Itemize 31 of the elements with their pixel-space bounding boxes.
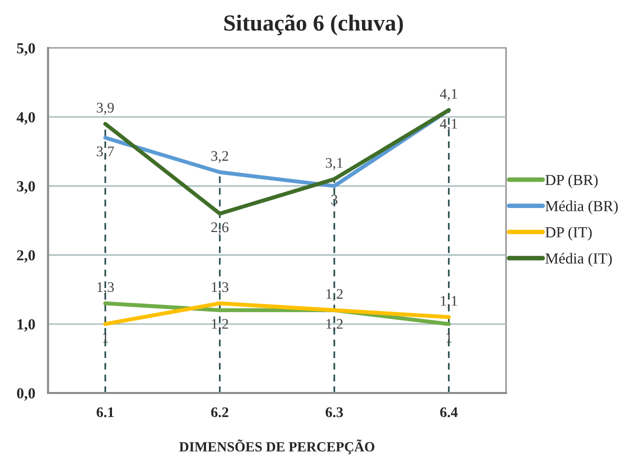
data-label: 1 — [102, 332, 108, 342]
data-label: 4,1 — [440, 118, 458, 131]
data-label: 1 — [446, 332, 452, 342]
x-axis-title: DIMENSÕES DE PERCEPÇÃO — [179, 439, 374, 454]
y-tick-label: 0,0 — [17, 388, 35, 401]
chart-title: Situação 6 (chuva) — [224, 14, 403, 36]
y-tick-label: 5,0 — [17, 43, 35, 56]
legend-label: DP (BR) — [545, 174, 598, 188]
data-label: 3,1 — [326, 158, 343, 170]
y-tick-label: 3,0 — [17, 181, 35, 194]
y-tick-label: 4,0 — [16, 112, 35, 125]
x-tick-label: 6.3 — [326, 407, 343, 418]
y-tick-label: 2,0 — [17, 250, 35, 263]
data-label: 3,2 — [211, 151, 228, 163]
data-label: 1,1 — [440, 296, 458, 308]
data-label: 1,2 — [212, 319, 228, 331]
x-tick-label: 6.4 — [440, 407, 458, 418]
data-label: 1,3 — [97, 282, 114, 294]
data-label: 3 — [331, 194, 338, 205]
data-label: 2,6 — [211, 222, 228, 234]
x-tick-label: 6.1 — [96, 407, 114, 418]
legend-label: Média (IT) — [545, 252, 612, 267]
data-label: 1,2 — [326, 319, 343, 331]
x-tick-label: 6.2 — [211, 407, 228, 418]
legend-label: Média (BR) — [545, 200, 618, 214]
y-tick-label: 1,0 — [18, 319, 35, 332]
data-label: 1,3 — [212, 282, 228, 294]
data-label: 3,9 — [96, 102, 114, 115]
legend-label: DP (IT) — [545, 226, 592, 241]
data-label: 3,7 — [96, 146, 114, 158]
data-label: 4,1 — [440, 89, 458, 101]
